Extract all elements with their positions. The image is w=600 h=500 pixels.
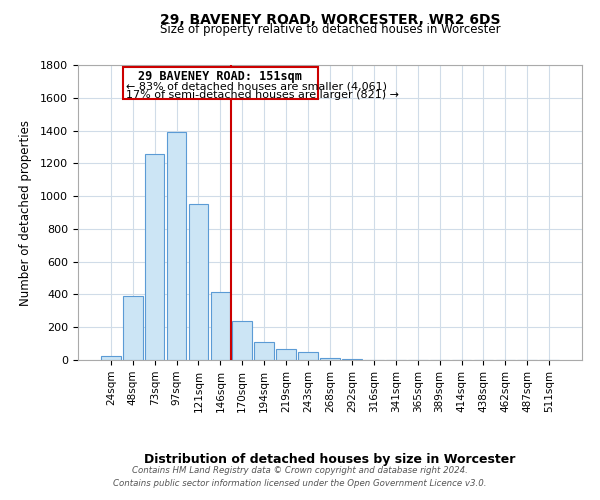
Text: Contains HM Land Registry data © Crown copyright and database right 2024.
Contai: Contains HM Land Registry data © Crown c… xyxy=(113,466,487,487)
Bar xyxy=(188,204,208,360)
Bar xyxy=(145,154,164,360)
Y-axis label: Number of detached properties: Number of detached properties xyxy=(19,120,32,306)
Bar xyxy=(167,132,187,360)
Bar xyxy=(123,66,318,100)
Bar xyxy=(101,356,121,360)
Text: 17% of semi-detached houses are larger (821) →: 17% of semi-detached houses are larger (… xyxy=(126,90,399,100)
Bar xyxy=(254,342,274,360)
Bar xyxy=(123,296,143,360)
Bar xyxy=(211,292,230,360)
Bar xyxy=(232,322,252,360)
Text: 29 BAVENEY ROAD: 151sqm: 29 BAVENEY ROAD: 151sqm xyxy=(139,70,302,83)
Bar xyxy=(276,348,296,360)
Text: Distribution of detached houses by size in Worcester: Distribution of detached houses by size … xyxy=(145,452,515,466)
Text: 29, BAVENEY ROAD, WORCESTER, WR2 6DS: 29, BAVENEY ROAD, WORCESTER, WR2 6DS xyxy=(160,12,500,26)
Bar xyxy=(298,352,318,360)
Text: ← 83% of detached houses are smaller (4,061): ← 83% of detached houses are smaller (4,… xyxy=(126,81,387,91)
Text: Size of property relative to detached houses in Worcester: Size of property relative to detached ho… xyxy=(160,22,500,36)
Bar xyxy=(320,358,340,360)
Bar xyxy=(342,359,362,360)
